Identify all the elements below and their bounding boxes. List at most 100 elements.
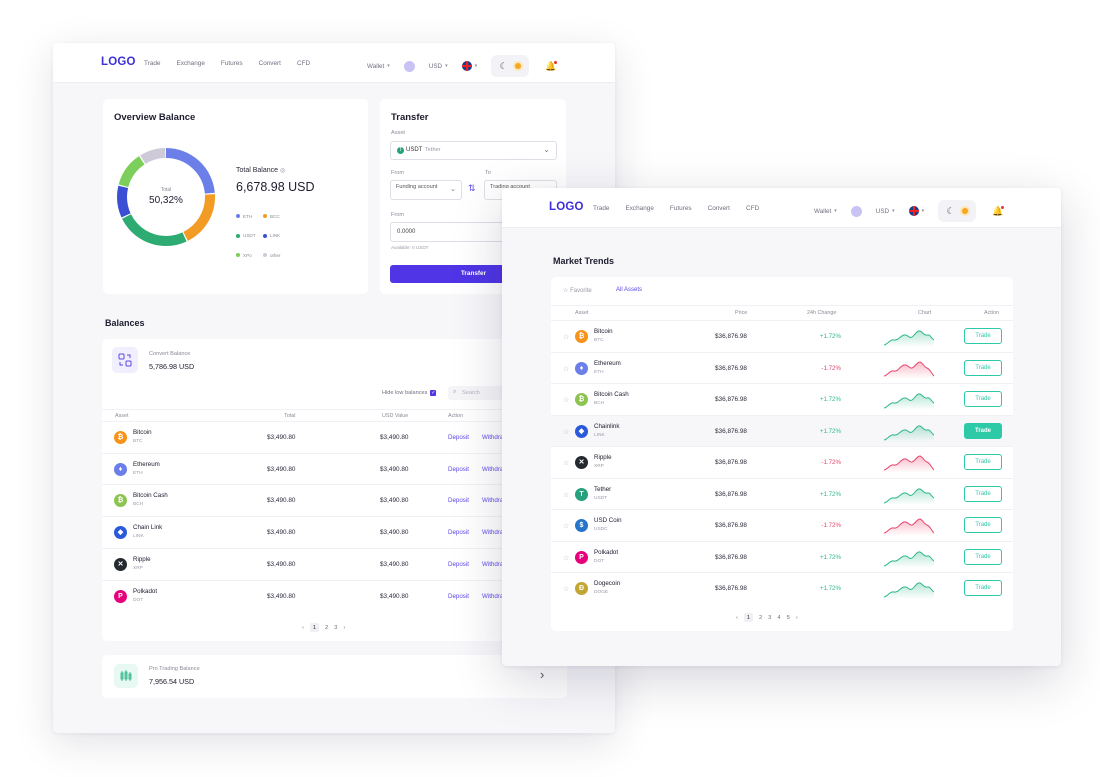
asset-select[interactable]: T USDT Tether ⌄: [390, 141, 557, 160]
asset-total: $3,490.80: [267, 497, 296, 505]
avatar[interactable]: [403, 60, 415, 72]
hide-low-balances[interactable]: Hide low balances ✓: [382, 390, 437, 396]
nav-trade[interactable]: Trade: [144, 60, 161, 67]
star-icon[interactable]: ☆: [563, 334, 570, 341]
avatar[interactable]: [850, 205, 862, 217]
star-icon[interactable]: ☆: [563, 397, 570, 404]
withdraw-link[interactable]: Withdraw: [482, 497, 508, 505]
page-2[interactable]: 2: [324, 624, 329, 631]
sparkline-chart: [884, 518, 934, 536]
from-account-select[interactable]: Funding account ⌄: [390, 180, 462, 200]
deposit-link[interactable]: Deposit: [448, 560, 469, 568]
page-1[interactable]: 1: [309, 623, 319, 632]
tab-all-assets[interactable]: All Assets: [616, 287, 643, 293]
nav-trade[interactable]: Trade: [593, 205, 610, 212]
asset-name: Chain Link: [133, 524, 163, 532]
pro-trading-card[interactable]: Pro Trading Balance 7,956.54 USD ›: [102, 655, 567, 698]
top-navbar: LOGO Trade Exchange Futures Convert CFD …: [502, 188, 1061, 228]
chevron-left-icon[interactable]: ‹: [302, 624, 304, 631]
asset-total: $3,490.80: [267, 529, 296, 537]
convert-balance-value: 5,786.98 USD: [149, 362, 195, 371]
nav-futures[interactable]: Futures: [220, 60, 243, 67]
convert-balance-label: Convert Balance: [149, 351, 191, 357]
trade-button[interactable]: Trade: [964, 422, 1002, 439]
tab-favorite[interactable]: ☆ Favorite: [563, 288, 592, 294]
asset-usd-value: $3,490.80: [380, 497, 409, 505]
eye-icon[interactable]: ◎: [279, 168, 286, 174]
checkbox[interactable]: ✓: [430, 390, 437, 396]
market-pagination: ‹ 1 2 3 4 5 ›: [736, 613, 798, 622]
nav-cfd[interactable]: CFD: [745, 205, 760, 212]
theme-toggle[interactable]: ☾: [938, 200, 977, 222]
sun-icon[interactable]: [514, 63, 521, 69]
trade-button[interactable]: Trade: [964, 548, 1002, 565]
page-1[interactable]: 1: [743, 613, 753, 622]
deposit-link[interactable]: Deposit: [448, 434, 469, 441]
moon-icon[interactable]: ☾: [499, 60, 508, 71]
wallet-menu[interactable]: Wallet: [367, 62, 385, 70]
nav-exchange[interactable]: Exchange: [176, 60, 205, 67]
logo[interactable]: LOGO: [101, 56, 136, 68]
moon-icon[interactable]: ☾: [946, 205, 955, 216]
page-3[interactable]: 3: [334, 624, 338, 631]
logo[interactable]: LOGO: [549, 201, 584, 213]
theme-toggle[interactable]: ☾: [491, 55, 530, 77]
sun-icon[interactable]: [961, 208, 968, 214]
trade-button[interactable]: Trade: [964, 580, 1002, 596]
nav-exchange[interactable]: Exchange: [625, 205, 654, 212]
wallet-menu[interactable]: Wallet: [814, 207, 832, 215]
page-4[interactable]: 4: [777, 614, 781, 621]
swap-icon[interactable]: ⇅: [468, 183, 476, 193]
chevron-left-icon[interactable]: ‹: [736, 614, 738, 621]
trade-button[interactable]: Trade: [964, 391, 1002, 407]
page-2[interactable]: 2: [758, 614, 763, 621]
currency-select[interactable]: USD: [875, 207, 890, 215]
nav-cfd[interactable]: CFD: [296, 60, 311, 67]
star-icon[interactable]: ☆: [563, 586, 570, 593]
table-row: ☆ P Polkadot DOT $36,876.98 +1.72% Trade: [551, 540, 1013, 573]
nav-futures[interactable]: Futures: [669, 205, 692, 212]
withdraw-link[interactable]: Withdraw: [482, 529, 508, 537]
trade-button[interactable]: Trade: [964, 454, 1002, 470]
asset-usd-value: $3,490.80: [380, 592, 409, 600]
table-row: ☆ Ð Dogecoin DOGE $36,876.98 +1.72% Trade: [551, 572, 1013, 604]
table-row: ₿ Bitcoin Cash BCH $3,490.80 $3,490.80 Deposi…: [102, 484, 567, 516]
total-balance-label: Total Balance ◎: [236, 167, 286, 174]
star-icon[interactable]: ☆: [563, 428, 570, 436]
trade-button[interactable]: Trade: [964, 328, 1002, 344]
asset-symbol: XRP: [133, 565, 143, 571]
star-icon[interactable]: ☆: [563, 365, 570, 373]
deposit-link[interactable]: Deposit: [448, 497, 469, 505]
nav-convert[interactable]: Convert: [258, 60, 281, 67]
star-icon[interactable]: ☆: [563, 491, 570, 499]
notification-bell-icon[interactable]: 🔔: [992, 205, 1005, 216]
chevron-right-icon[interactable]: ›: [795, 614, 798, 621]
withdraw-link[interactable]: Withdraw: [482, 434, 508, 441]
market-table-body: ☆ ₿ Bitcoin BTC $36,876.98 +1.72% Trade ☆ ♦ Ether…: [551, 320, 1013, 604]
deposit-link[interactable]: Deposit: [448, 592, 469, 600]
nav-convert[interactable]: Convert: [707, 205, 730, 212]
trade-button[interactable]: Trade: [964, 485, 1002, 502]
balances-card: Convert Balance 5,786.98 USD Hide low ba…: [102, 339, 567, 641]
chevron-right-icon[interactable]: ›: [343, 624, 346, 631]
link-coin-icon: ◆: [575, 424, 588, 438]
currency-select[interactable]: USD: [428, 62, 443, 70]
withdraw-link[interactable]: Withdraw: [482, 592, 508, 600]
trade-button[interactable]: Trade: [964, 359, 1002, 376]
withdraw-link[interactable]: Withdraw: [482, 560, 508, 568]
notification-bell-icon[interactable]: 🔔: [545, 60, 558, 71]
star-icon[interactable]: ☆: [563, 523, 570, 530]
star-icon[interactable]: ☆: [563, 460, 570, 467]
language-flag-icon[interactable]: [908, 206, 919, 216]
star-icon[interactable]: ☆: [563, 554, 570, 562]
withdraw-link[interactable]: Withdraw: [482, 465, 508, 473]
language-flag-icon[interactable]: [461, 61, 472, 71]
trade-button[interactable]: Trade: [964, 517, 1002, 533]
page-3[interactable]: 3: [768, 614, 772, 621]
deposit-link[interactable]: Deposit: [448, 465, 469, 473]
page-5[interactable]: 5: [786, 614, 790, 621]
deposit-link[interactable]: Deposit: [448, 529, 469, 537]
asset-usd-value: $3,490.80: [380, 560, 409, 568]
asset-name: Bitcoin Cash: [594, 391, 629, 398]
chevron-right-icon[interactable]: ›: [540, 667, 545, 682]
